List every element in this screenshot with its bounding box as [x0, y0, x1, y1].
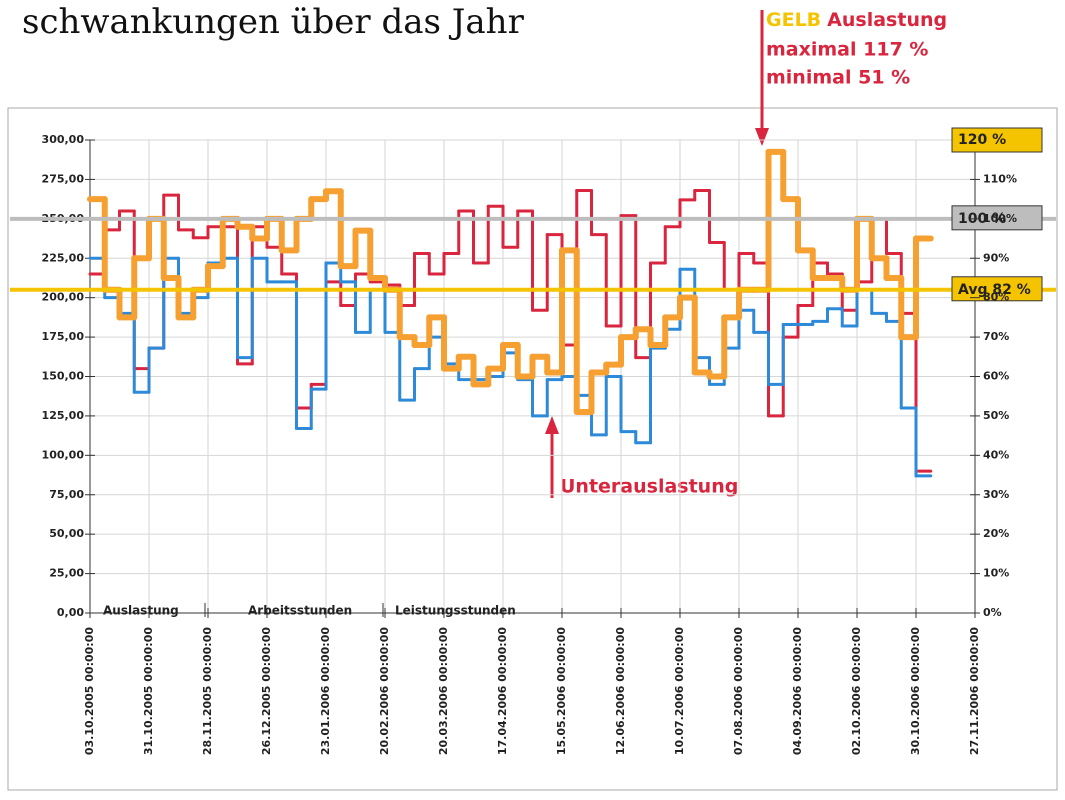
- y-tick-label: 150,00: [42, 370, 85, 383]
- y-tick-label: 200,00: [42, 291, 85, 304]
- y-tick-label: 175,00: [42, 330, 85, 343]
- x-tick-label: 28.11.2005 00:00:00: [201, 627, 214, 755]
- annotation: Auslastung: [827, 9, 947, 31]
- y2-tick-label: 70%: [983, 330, 1009, 343]
- y2-tick-label: 20%: [983, 527, 1009, 540]
- y2-tick-label: 10%: [983, 567, 1009, 580]
- y2-tick-label: 0%: [983, 606, 1002, 619]
- y2-tick-label: 110%: [983, 172, 1017, 185]
- annotation: maximal 117 %: [766, 39, 928, 61]
- chart-title: schwankungen über das Jahr: [22, 2, 525, 42]
- x-tick-label: 07.08.2006 00:00:00: [732, 627, 745, 755]
- legend-label: Arbeitsstunden: [248, 604, 352, 618]
- reference-label-box: [951, 205, 1043, 231]
- x-tick-label: 04.09.2006 00:00:00: [791, 627, 804, 755]
- annotation: Unterauslastung: [560, 476, 738, 498]
- y2-tick-box: [951, 127, 1043, 153]
- y-tick-label: 50,00: [49, 527, 84, 540]
- x-tick-label: 17.04.2006 00:00:00: [496, 627, 509, 755]
- x-tick-label: 27.11.2006 00:00:00: [968, 627, 981, 755]
- x-tick-label: 10.07.2006 00:00:00: [673, 627, 686, 755]
- y2-tick-label: 80%: [983, 291, 1009, 304]
- annotation-line: GELB Auslastung: [766, 9, 947, 31]
- x-tick-label: 26.12.2005 00:00:00: [260, 627, 273, 755]
- y-tick-label: 300,00: [42, 133, 85, 146]
- arrowhead: [755, 128, 769, 146]
- x-tick-label: 23.01.2006 00:00:00: [319, 627, 332, 755]
- x-tick-label: 15.05.2006 00:00:00: [555, 627, 568, 755]
- x-tick-label: 31.10.2005 00:00:00: [142, 627, 155, 755]
- series: [87, 148, 934, 415]
- y2-tick-label: 100%: [983, 212, 1017, 225]
- y2-tick-label: 30%: [983, 488, 1009, 501]
- y2-tick-label: 50%: [983, 409, 1009, 422]
- x-tick-label: 30.10.2006 00:00:00: [909, 627, 922, 755]
- reference-label-box: [951, 276, 1043, 302]
- x-tick-label: 20.03.2006 00:00:00: [437, 627, 450, 755]
- y2-tick-label: 60%: [983, 370, 1009, 383]
- y-tick-label: 100,00: [42, 448, 85, 461]
- y2-tick-label: 120 %: [958, 132, 1006, 148]
- x-tick-label: 12.06.2006 00:00:00: [614, 627, 627, 755]
- reference-label: Avg 82 %: [958, 282, 1031, 298]
- x-tick-label: 03.10.2005 00:00:00: [83, 627, 96, 755]
- annotation: minimal 51 %: [766, 67, 910, 89]
- y2-tick-label: 90%: [983, 251, 1009, 264]
- legend-label: Auslastung: [103, 604, 179, 618]
- y-tick-label: 75,00: [49, 488, 84, 501]
- y2-tick-label: 40%: [983, 448, 1009, 461]
- annotation: GELB: [766, 9, 821, 31]
- y-tick-label: 25,00: [49, 567, 84, 580]
- x-tick-label: 02.10.2006 00:00:00: [850, 627, 863, 755]
- legend-label: Leistungsstunden: [395, 604, 516, 618]
- arrowhead: [545, 416, 559, 434]
- y-tick-label: 125,00: [42, 409, 85, 422]
- y-tick-label: 0,00: [57, 606, 84, 619]
- x-tick-label: 20.02.2006 00:00:00: [378, 627, 391, 755]
- y-tick-label: 225,00: [42, 251, 85, 264]
- reference-label: 100 %: [958, 211, 1006, 227]
- y-tick-label: 275,00: [42, 172, 85, 185]
